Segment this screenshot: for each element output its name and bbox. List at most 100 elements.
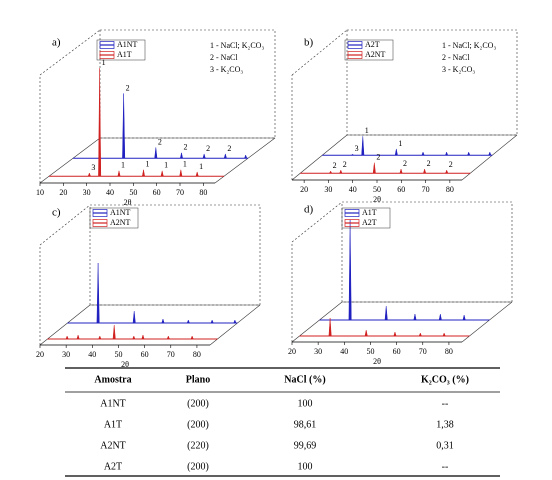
peak (394, 148, 398, 156)
peak (132, 310, 136, 324)
panel-label: d) (304, 204, 314, 216)
x-tick-label: 70 (176, 188, 184, 197)
x-tick-label: 50 (129, 188, 137, 197)
back-plane (341, 201, 513, 303)
table-header: NaCl (%) (284, 374, 325, 385)
peak (488, 151, 492, 156)
peak-label: 1 (183, 160, 187, 169)
x-tick-label: 70 (419, 347, 427, 356)
box-edge (39, 29, 101, 76)
legend-box-swatch (347, 51, 363, 59)
peak (179, 169, 183, 177)
legend-label: A1NT (117, 40, 138, 49)
peak (96, 262, 100, 324)
x-axis-label: 2θ (121, 360, 129, 369)
peak (467, 151, 471, 156)
peak-label: 2 (227, 144, 231, 153)
peak-label: 1 (199, 162, 203, 171)
x-tick-label: 70 (167, 350, 175, 359)
peak (166, 335, 170, 340)
legend-box-swatch (92, 209, 108, 217)
x-tick-label: 20 (36, 350, 44, 359)
peak (361, 136, 365, 156)
peak-label: 2 (333, 161, 337, 170)
peak (364, 329, 368, 337)
peak-label: 1 (102, 58, 106, 67)
table-cell: 100 (298, 461, 313, 472)
peak-label: 2 (126, 83, 130, 92)
box-edge (214, 137, 276, 184)
table-cell: 99,69 (294, 440, 317, 451)
peak-label: 2 (206, 144, 210, 153)
x-tick-label: 30 (83, 188, 91, 197)
peak-label: 3 (91, 163, 95, 172)
peak (223, 152, 227, 159)
back-plane (89, 204, 261, 306)
peak (87, 172, 91, 177)
x-tick-label: 80 (446, 185, 454, 194)
x-tick-label: 40 (340, 347, 348, 356)
table-cell: 1,38 (436, 419, 454, 430)
legend-box-swatch (344, 209, 360, 217)
peak-label: 2 (343, 160, 347, 169)
peak (421, 151, 425, 156)
peak (438, 313, 442, 321)
x-tick-label: 20 (59, 188, 67, 197)
x-tick-label: 80 (445, 347, 453, 356)
table-cell: (200) (187, 398, 209, 409)
x-tick-label: 40 (106, 188, 114, 197)
peak (350, 153, 355, 156)
legend-frame (96, 39, 146, 61)
x-tick-label: 60 (393, 347, 401, 356)
peak (112, 324, 116, 340)
peak-label: 2 (376, 153, 380, 162)
legend-frame (341, 207, 391, 229)
legend-frame (344, 39, 394, 61)
panel-label: b) (304, 37, 314, 49)
x-tick-label: 80 (199, 188, 207, 197)
box-edge (209, 304, 261, 346)
peak (195, 170, 199, 177)
peak-label: 1 (164, 161, 168, 170)
peak (233, 319, 237, 324)
peak-label: 2 (403, 159, 407, 168)
x-tick-label: 10 (36, 188, 44, 197)
peak (122, 93, 126, 159)
peak (399, 168, 403, 174)
peak (442, 332, 446, 337)
box-edge (39, 137, 101, 184)
x-tick-label: 30 (324, 185, 332, 194)
panel-label: c) (52, 207, 61, 219)
legend-label: A1T (117, 50, 132, 59)
peak (210, 319, 214, 324)
peak (132, 335, 136, 340)
x-tick-label: 20 (300, 185, 308, 194)
peak-label: 1 (121, 161, 125, 170)
panel-label: a) (52, 37, 61, 49)
x-tick-label: 50 (114, 350, 122, 359)
peak (117, 170, 121, 177)
legend-label: A2NT (110, 218, 131, 227)
note: 2 - NaCl (442, 53, 470, 62)
table-cell: A1NT (100, 398, 126, 409)
table-header: K₂CO₃ (%) (421, 374, 469, 385)
legend-box-swatch (92, 219, 108, 227)
note: 3 - K₂CO₃ (210, 65, 243, 74)
box-edge (291, 301, 343, 343)
peak (202, 152, 206, 159)
x-tick-label: 60 (141, 350, 149, 359)
peak (393, 331, 397, 337)
peak (328, 170, 333, 174)
peak (328, 317, 332, 337)
peak (462, 314, 466, 321)
x-tick-label: 50 (373, 185, 381, 194)
x-tick-label: 30 (62, 350, 70, 359)
x-tick-label: 40 (349, 185, 357, 194)
table-cell: A1T (104, 419, 122, 430)
peak-label: 1 (398, 139, 402, 148)
x-tick-label: 50 (366, 347, 374, 356)
peak (445, 169, 449, 174)
legend-label: A2NT (365, 50, 386, 59)
table-cell: A2T (104, 461, 122, 472)
